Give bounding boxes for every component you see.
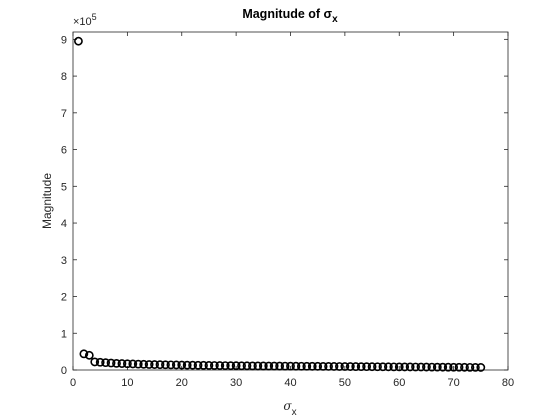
x-tick-label: 0: [70, 377, 76, 389]
x-tick-label: 50: [339, 377, 351, 389]
x-tick-label: 30: [230, 377, 242, 389]
y-tick-label: 6: [61, 145, 67, 157]
y-tick-label: 7: [61, 108, 67, 120]
x-tick-label: 20: [176, 377, 188, 389]
y-tick-label: 3: [61, 255, 67, 267]
y-tick-label: 9: [61, 34, 67, 46]
y-tick-label: 4: [61, 218, 67, 230]
y-tick-label: 0: [61, 365, 67, 377]
x-tick-label: 60: [393, 377, 405, 389]
y-tick-label: 8: [61, 71, 67, 83]
x-tick-label: 40: [284, 377, 296, 389]
y-tick-label: 1: [61, 328, 67, 340]
y-tick-label: 5: [61, 181, 67, 193]
y-axis-title: Magnitude: [40, 173, 54, 229]
x-tick-label: 70: [448, 377, 460, 389]
y-tick-label: 2: [61, 292, 67, 304]
x-tick-label: 10: [121, 377, 133, 389]
plot-area: [73, 32, 508, 370]
x-tick-label: 80: [502, 377, 514, 389]
